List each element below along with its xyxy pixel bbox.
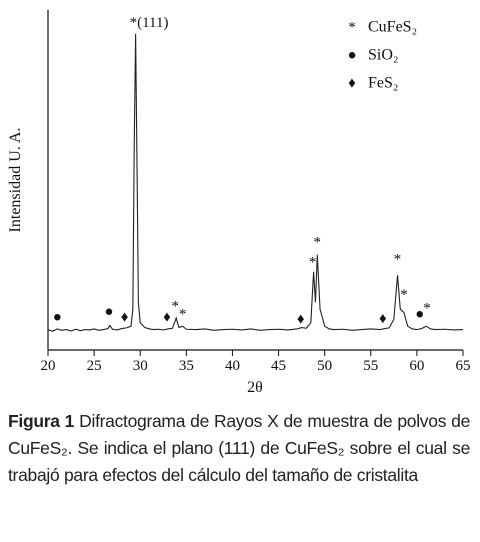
x-tick-label: 35 bbox=[179, 358, 194, 374]
peak-marker: ● bbox=[53, 309, 62, 325]
y-axis-label: Intensidad U. A. bbox=[7, 128, 24, 233]
x-tick-label: 45 bbox=[271, 358, 286, 374]
peak-marker: * bbox=[314, 234, 322, 250]
chart: Intensidad U. A. 2θ 20 25 30 35 40 45 50 55 60 65… bbox=[7, 10, 471, 396]
peak-marker: ♦ bbox=[297, 312, 305, 328]
peak-marker: * bbox=[394, 251, 402, 267]
peak-marker: * bbox=[400, 287, 408, 303]
peak-marker: * bbox=[423, 301, 431, 317]
legend-symbol: ♦ bbox=[348, 75, 356, 91]
x-tick-label: 25 bbox=[87, 358, 102, 374]
x-tick-label: 55 bbox=[363, 358, 378, 374]
x-tick-label: 50 bbox=[317, 358, 332, 374]
peak-marker: ♦ bbox=[121, 309, 129, 325]
x-tick-label: 30 bbox=[133, 358, 148, 374]
peak-marker: ● bbox=[104, 304, 113, 320]
legend-symbol: ● bbox=[347, 47, 356, 63]
x-tick-label: 60 bbox=[409, 358, 424, 374]
caption: Figura 1 Difractograma de Rayos X de mue… bbox=[8, 408, 470, 489]
x-axis-label: 2θ bbox=[247, 379, 263, 396]
peak-marker: * bbox=[309, 254, 317, 270]
diffraction-line bbox=[47, 33, 464, 332]
peak-marker: * bbox=[172, 299, 180, 315]
legend-symbol: * bbox=[348, 19, 356, 35]
legend-label: CuFeS₂ bbox=[368, 19, 417, 36]
caption-label: Figura 1 bbox=[8, 411, 75, 431]
peak-marker: ● bbox=[415, 306, 424, 322]
caption-text: Difractograma de Rayos X de muestra de p… bbox=[8, 411, 471, 485]
peak-marker: ♦ bbox=[163, 309, 171, 325]
peak-marker: ♦ bbox=[379, 311, 387, 327]
peak-marker: * bbox=[179, 306, 187, 322]
x-tick-label: 40 bbox=[225, 358, 240, 374]
x-tick-label: 20 bbox=[41, 358, 56, 374]
legend-label: SiO₂ bbox=[368, 47, 398, 64]
x-tick-label: 65 bbox=[456, 358, 471, 374]
legend-label: FeS₂ bbox=[368, 75, 398, 92]
peak-marker: *(111) bbox=[130, 15, 169, 31]
